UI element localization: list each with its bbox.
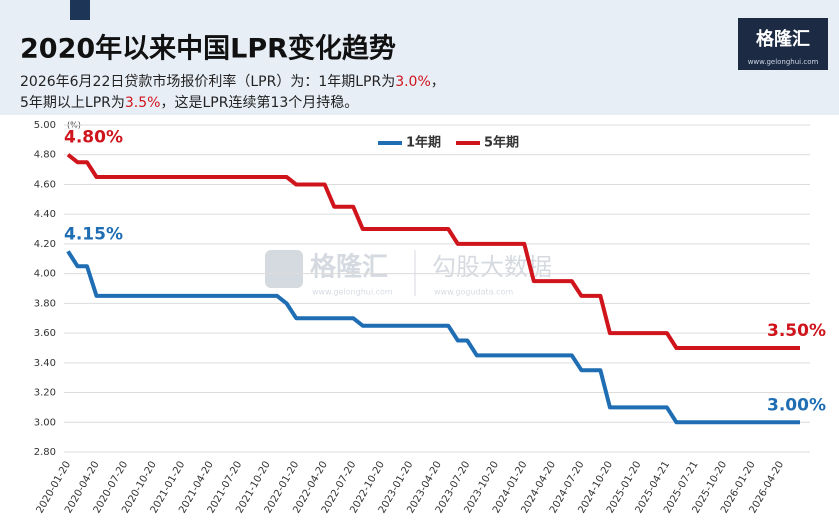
subtitle-text: ，这是LPR连续第13个月持稳。 [160, 94, 358, 111]
y-tick-label: 4.20 [34, 239, 56, 250]
y-tick-label: 4.60 [34, 179, 56, 190]
series-line [66, 250, 800, 425]
subtitle-highlight: 3.0% [395, 74, 431, 90]
logo-url: www.gelonghui.com [748, 58, 819, 66]
logo-box [738, 18, 828, 70]
subtitle-text: 5年期以上LPR为 [20, 95, 125, 111]
value-label: 4.80% [64, 128, 123, 148]
subtitle-line: 5年期以上LPR为3.5%，这是LPR连续第13个月持稳。 [20, 94, 358, 111]
value-label: 3.00% [767, 395, 826, 415]
y-tick-label: 3.40 [34, 358, 56, 369]
logo-text: 格隆汇 [756, 28, 810, 50]
watermark-icon [265, 250, 303, 288]
watermark-url: www.gogudata.com [434, 288, 513, 297]
subtitle-line: 2026年6月22日贷款市场报价利率（LPR）为：1年期LPR为3.0%， [20, 73, 445, 90]
corner-block [70, 0, 90, 20]
y-tick-label: 3.00 [34, 417, 56, 428]
y-tick-label: 3.60 [34, 328, 56, 339]
legend-label: 5年期 [484, 135, 519, 151]
y-tick-label: 3.20 [34, 388, 56, 399]
y-tick-label: 5.00 [34, 120, 56, 131]
subtitle-highlight: 3.5% [125, 95, 161, 111]
value-label: 3.50% [767, 321, 826, 341]
y-tick-label: 3.80 [34, 298, 56, 309]
y-tick-label: 4.40 [34, 209, 56, 220]
series-line [66, 153, 800, 350]
watermark-text: 格隆汇 [310, 252, 388, 283]
plot-background [0, 115, 839, 521]
y-tick-label: 4.80 [34, 150, 56, 161]
subtitle-text: ， [431, 74, 445, 90]
subtitle-text: 2026年6月22日贷款市场报价利率（LPR）为：1年期LPR为 [20, 73, 395, 90]
legend-label: 1年期 [406, 135, 441, 151]
chart-title: 2020年以来中国LPR变化趋势 [20, 33, 396, 65]
value-label: 4.15% [64, 224, 123, 244]
watermark-url: www.gelonghui.com [312, 288, 393, 297]
y-tick-label: 2.80 [34, 447, 56, 458]
y-tick-label: 4.00 [34, 269, 56, 280]
